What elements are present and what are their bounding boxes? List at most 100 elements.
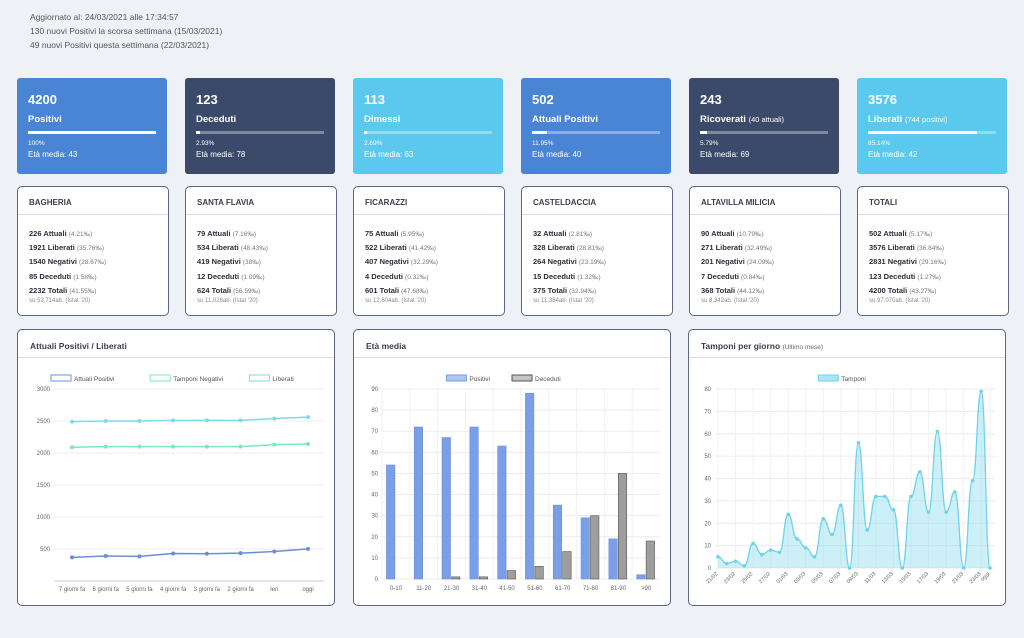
town-name: ALTAVILLA MILICIA	[690, 187, 840, 215]
y-tick-label: 20	[704, 521, 711, 527]
town-stat-row: 2232 Totali (41.55‰)	[29, 284, 157, 298]
town-stat-permille: (32.94‰)	[569, 287, 597, 295]
stat-label: Deceduti	[196, 114, 324, 125]
town-stat-permille: (1.58‰)	[73, 273, 97, 281]
town-card: CASTELDACCIA 32 Attuali (2.81‰) 328 Libera…	[521, 186, 673, 316]
x-tick-label: Ieri	[270, 587, 278, 593]
data-point	[306, 546, 310, 551]
data-point	[238, 418, 243, 423]
town-stat-permille: (0.32‰)	[405, 273, 429, 281]
stat-label: Attuali Positivi	[532, 114, 660, 125]
stat-card: 502 Attuali Positivi 11.95% Età media: 40	[521, 78, 671, 174]
town-stat-value: 32 Attuali	[533, 229, 567, 238]
bar-chart: 0 10 20 30 40 50 60 70 80 90 0-10 11-20 21-30 31-40 41…	[371, 374, 660, 592]
x-tick-label: 05/03	[811, 571, 825, 585]
stat-progress-bar	[532, 131, 660, 134]
town-stat-row: 534 Liberati (48.43‰)	[197, 241, 325, 255]
x-tick-label: 2 giorni fa	[227, 587, 254, 593]
town-stat-permille: (24.09‰)	[746, 259, 774, 267]
legend-swatch	[248, 374, 270, 382]
data-point	[847, 566, 852, 570]
y-tick-label: 10	[371, 556, 378, 562]
data-point	[70, 419, 74, 424]
data-point	[137, 419, 142, 423]
stat-card: 3576 Liberati (744 positivi) 85.14% Età med…	[857, 78, 1007, 174]
town-stat-row: 90 Attuali (10.79‰)	[701, 227, 829, 241]
town-stat-row: 502 Attuali (5.17‰)	[869, 227, 997, 241]
panel-title: Tamponi per giorno (Ultimo mese)	[689, 330, 1005, 358]
bar	[506, 570, 516, 580]
y-tick-label: 1500	[37, 483, 51, 489]
data-point	[953, 490, 957, 494]
data-point	[204, 444, 209, 449]
y-tick-label: 500	[40, 547, 51, 553]
data-point	[900, 566, 905, 570]
data-point	[786, 512, 790, 517]
stat-progress-fill	[868, 131, 977, 134]
bar	[413, 426, 424, 580]
update-info: Aggiornato al: 24/03/2021 alle 17:34:57 …	[30, 10, 222, 52]
x-tick-label: 4 giorni fa	[160, 587, 187, 593]
area-fill	[718, 391, 990, 568]
data-point	[724, 561, 729, 566]
stat-progress-fill	[196, 131, 200, 134]
town-stat-value: 328 Liberati	[533, 243, 575, 253]
town-stat-permille: (41.42‰)	[408, 245, 436, 253]
town-stat-permille: (10.79‰)	[736, 231, 764, 238]
town-stat-value: 79 Attuali	[197, 229, 231, 238]
data-point	[865, 528, 869, 532]
town-stat-permille: (28.67‰)	[79, 259, 107, 267]
town-stat-permille: (47.68‰)	[401, 287, 429, 295]
data-point	[777, 550, 782, 555]
data-point	[733, 559, 738, 564]
data-point	[751, 541, 755, 546]
stat-percentage: 100%	[28, 140, 45, 147]
data-point	[716, 555, 720, 559]
panel-title: Attuali Positivi / Liberati	[18, 330, 334, 358]
town-stat-permille: (28.81‰)	[576, 245, 604, 253]
stat-value: 123	[196, 92, 218, 107]
town-stat-value: 7 Deceduti	[701, 271, 739, 281]
x-tick-label: 31-40	[472, 586, 488, 592]
data-point	[944, 510, 948, 514]
x-tick-label: 0-10	[390, 586, 403, 592]
town-stat-permille: (38‰)	[242, 259, 261, 267]
x-tick-label: 19/03	[934, 571, 948, 585]
legend-label: Positivi	[469, 376, 490, 383]
stat-progress-bar	[196, 131, 324, 134]
stat-label-text: Liberati	[868, 114, 903, 125]
stat-note: (744 positivi)	[904, 115, 948, 124]
bar	[636, 574, 646, 580]
town-stat-value: 601 Totali	[365, 285, 400, 295]
legend-swatch	[817, 374, 839, 382]
y-tick-label: 40	[371, 493, 378, 499]
data-point	[830, 532, 834, 537]
town-stat-permille: (29.16‰)	[919, 259, 947, 267]
data-point	[306, 415, 310, 420]
town-stat-row: 123 Deceduti (1.27‰)	[869, 270, 997, 284]
data-point	[103, 554, 108, 559]
stat-note: (40 attuali)	[748, 115, 785, 124]
legend-label: Tamponi Negativi	[173, 376, 223, 383]
data-point	[935, 429, 940, 434]
stat-card: 113 Dimessi 2.69% Età media: 63	[353, 78, 503, 174]
town-population-source: su 97,070ab. (Istat '20)	[869, 298, 931, 305]
town-stat-row: 624 Totali (56.59‰)	[197, 284, 325, 298]
data-point	[137, 444, 142, 449]
town-stat-permille: (32.29‰)	[410, 259, 438, 267]
town-stat-row: 522 Liberati (41.42‰)	[365, 241, 493, 255]
data-point	[272, 549, 277, 554]
y-tick-label: 1000	[37, 515, 51, 521]
town-population-source: su 8,342ab. (Istat '20)	[701, 298, 759, 305]
town-name: CASTELDACCIA	[522, 187, 672, 215]
x-tick-label: 07/03	[828, 571, 842, 585]
y-tick-label: 60	[371, 450, 378, 456]
x-tick-label: 21/03	[951, 571, 965, 585]
bar	[617, 473, 628, 580]
town-stat-permille: (2.81‰)	[568, 231, 593, 238]
stat-progress-fill	[28, 131, 156, 134]
town-stat-permille: (7.16‰)	[232, 231, 257, 238]
town-stat-row: 407 Negativi (32.29‰)	[365, 255, 493, 269]
town-stat-permille: (43.27‰)	[909, 287, 937, 295]
stat-label-text: Ricoverati	[700, 114, 746, 125]
